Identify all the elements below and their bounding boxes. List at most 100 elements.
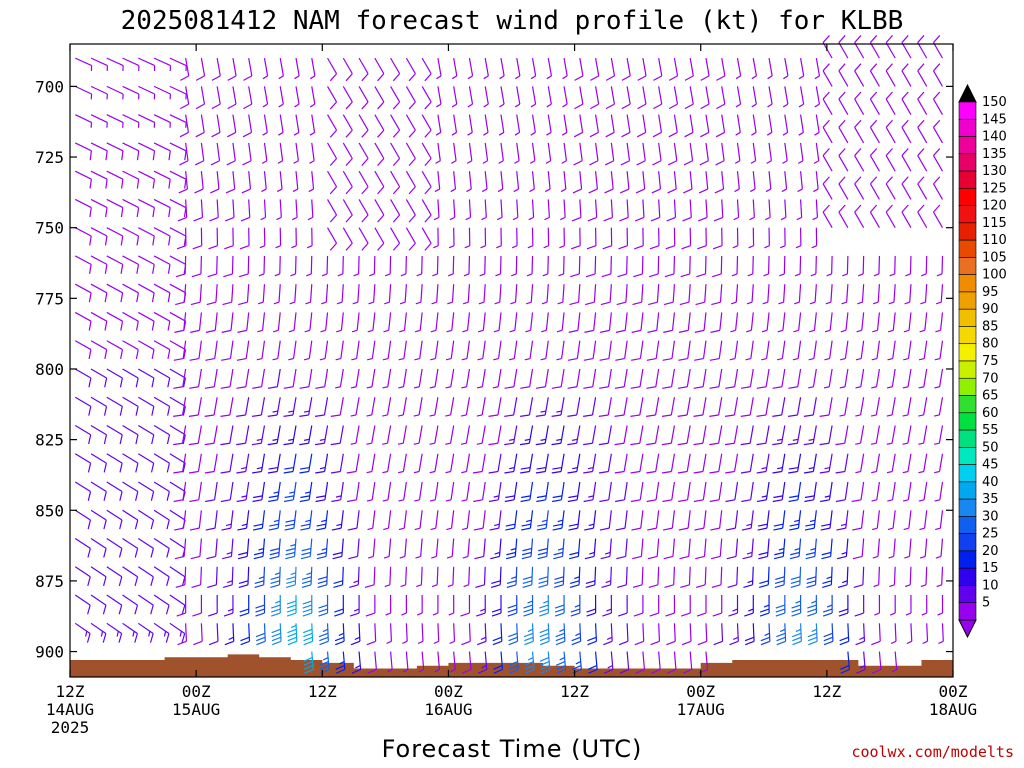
- barb-full: [584, 329, 594, 333]
- barb-full: [917, 119, 925, 128]
- wind-barb: [90, 114, 108, 128]
- wind-barb: [559, 227, 565, 249]
- barb-full: [677, 414, 688, 417]
- wind-barb: [237, 538, 250, 560]
- wind-barb: [169, 453, 186, 473]
- wind-barb: [316, 538, 329, 560]
- barb-full: [102, 576, 107, 587]
- wind-barb: [498, 142, 504, 164]
- barb-shaft: [292, 397, 297, 416]
- barb-shaft: [828, 425, 833, 444]
- wind-barb: [287, 623, 298, 646]
- wind-barb: [869, 176, 880, 200]
- wind-barb: [693, 425, 707, 446]
- wind-barb: [637, 58, 647, 81]
- barb-shaft: [308, 340, 313, 359]
- wind-barb: [514, 142, 520, 164]
- wind-barb: [524, 651, 535, 674]
- barb-full: [335, 664, 345, 670]
- barb-shaft: [639, 481, 644, 500]
- barb-full: [332, 551, 343, 556]
- wind-barb: [122, 85, 140, 100]
- wind-barb: [560, 171, 567, 193]
- barb-full: [174, 555, 185, 560]
- barb-full: [316, 555, 327, 560]
- barb-shaft: [844, 397, 849, 416]
- barb-half: [261, 188, 267, 193]
- wind-barb: [854, 148, 865, 172]
- wind-barb: [90, 340, 108, 360]
- barb-full: [556, 664, 566, 670]
- barb-full: [351, 668, 361, 674]
- wind-barb: [467, 114, 473, 136]
- barb-shaft: [122, 198, 139, 209]
- wind-barb: [208, 623, 219, 646]
- wind-barb: [666, 623, 676, 646]
- wind-barb: [598, 397, 612, 417]
- wind-barb: [74, 566, 91, 587]
- barb-full: [104, 235, 108, 246]
- barb-shaft: [513, 368, 518, 387]
- barb-half: [527, 657, 534, 661]
- wind-barb: [74, 424, 92, 445]
- barb-shaft: [181, 397, 187, 416]
- wind-barb: [90, 368, 108, 388]
- barb-half: [808, 386, 814, 389]
- barb-full: [135, 349, 139, 360]
- barb-full: [805, 551, 816, 556]
- wind-barb: [153, 198, 171, 218]
- colorbar-swatch: [958, 447, 977, 465]
- barb-half: [493, 329, 500, 333]
- wind-barb: [838, 176, 849, 200]
- barb-shaft: [875, 425, 881, 444]
- wind-barb: [842, 255, 849, 277]
- wind-barb: [530, 114, 536, 136]
- barb-full: [839, 636, 849, 642]
- wind-barb: [684, 58, 694, 81]
- wind-barb: [649, 595, 660, 617]
- barb-full: [268, 466, 279, 470]
- barb-full: [361, 73, 369, 82]
- wind-barb: [169, 85, 187, 100]
- barb-full: [522, 551, 532, 556]
- wind-barb: [106, 227, 124, 246]
- barb-half: [918, 386, 924, 389]
- barb-full: [693, 386, 704, 389]
- wind-barb: [764, 199, 771, 221]
- barb-full: [696, 273, 706, 278]
- barb-full: [678, 499, 688, 503]
- barb-full: [365, 612, 376, 617]
- wind-barb: [730, 312, 739, 333]
- wind-barb: [570, 595, 581, 617]
- barb-half: [337, 273, 344, 277]
- wind-barb: [106, 453, 123, 473]
- barb-full: [317, 576, 328, 580]
- barb-shaft: [169, 481, 186, 493]
- wind-barb: [598, 453, 612, 474]
- barb-full: [520, 499, 531, 503]
- wind-barb: [445, 453, 455, 474]
- barb-shaft: [797, 340, 802, 359]
- wind-barb: [180, 58, 190, 81]
- barb-full: [269, 555, 279, 560]
- barb-shaft: [498, 510, 502, 529]
- wind-barb: [766, 114, 773, 136]
- barb-shaft: [703, 538, 707, 557]
- wind-barb: [122, 566, 139, 587]
- barb-full: [602, 612, 612, 617]
- wind-barb: [460, 425, 471, 445]
- barb-full: [253, 555, 264, 560]
- wind-barb: [601, 255, 612, 278]
- barb-shaft: [577, 538, 581, 557]
- barb-half: [461, 499, 467, 502]
- barb-full: [567, 357, 578, 361]
- barb-full: [901, 91, 909, 100]
- barb-full: [740, 470, 751, 474]
- wind-barb: [598, 425, 612, 446]
- barb-half: [508, 357, 515, 361]
- wind-barb: [756, 397, 770, 417]
- barb-full: [134, 519, 139, 530]
- barb-shaft: [122, 142, 140, 152]
- barb-shaft: [342, 651, 346, 670]
- barb-shaft: [324, 481, 329, 500]
